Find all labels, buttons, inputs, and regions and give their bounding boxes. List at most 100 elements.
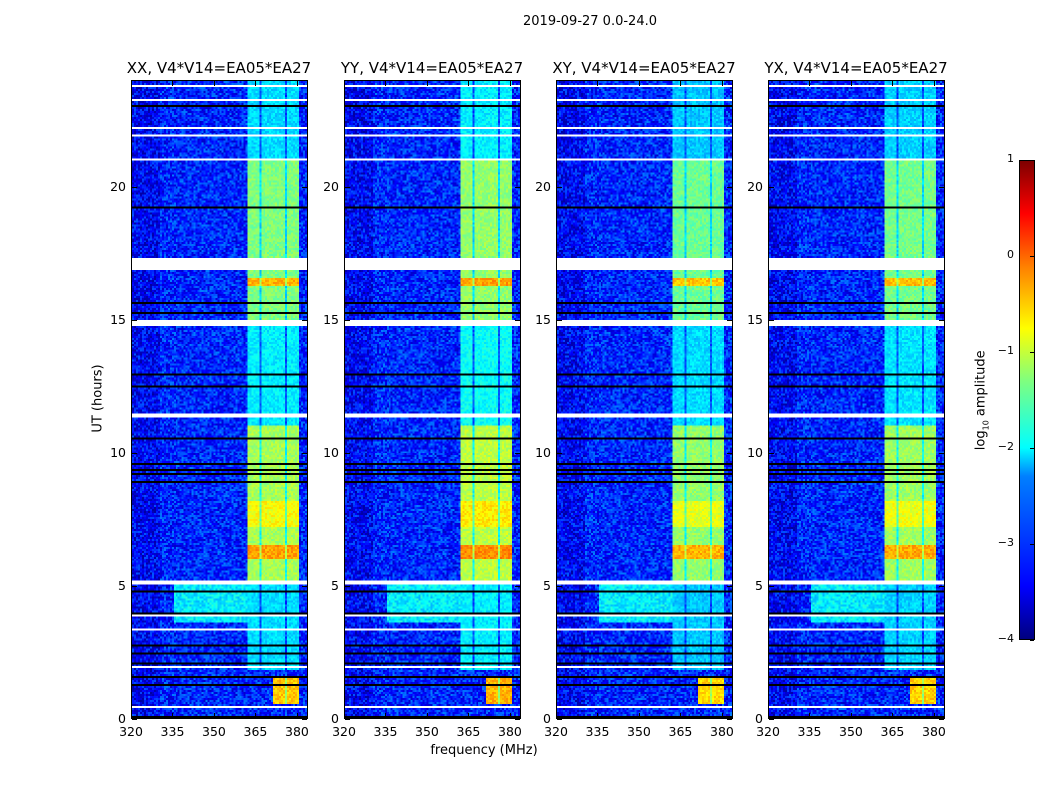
x-tick-mark: [296, 81, 298, 86]
y-tick-label: 0: [331, 711, 339, 726]
y-tick-mark: [132, 319, 137, 321]
y-tick-mark: [939, 719, 944, 720]
x-tick-mark: [892, 81, 894, 86]
x-tick-mark: [131, 713, 132, 718]
y-tick-label: 20: [110, 178, 126, 194]
colorbar-tick-label: −3: [997, 536, 1014, 549]
y-tick-mark: [132, 186, 137, 188]
y-tick-label: 10: [535, 444, 551, 460]
colorbar-tick-mark: [1030, 640, 1034, 641]
y-tick-label: 5: [331, 577, 339, 593]
panel-title: YY, V4*V14=EA05*EA27: [340, 59, 524, 77]
x-tick-mark: [509, 713, 511, 718]
y-tick-mark: [557, 452, 562, 454]
panel-title: XY, V4*V14=EA05*EA27: [552, 59, 736, 77]
y-axis-label: UT (hours): [90, 364, 106, 433]
x-tick-label: 365: [880, 724, 905, 739]
y-tick-label: 0: [755, 711, 763, 726]
y-tick-mark: [939, 452, 944, 454]
x-tick-label: 380: [710, 724, 734, 739]
x-tick-label: 350: [627, 724, 651, 739]
panel-title: YX, V4*V14=EA05*EA27: [764, 59, 948, 77]
x-tick-mark: [809, 81, 811, 86]
x-tick-mark: [468, 81, 470, 86]
colorbar-tick-label: 1: [1007, 152, 1014, 165]
heatmap-canvas: [132, 81, 307, 718]
y-tick-label: 20: [323, 178, 339, 194]
colorbar-tick-label: 0: [1007, 248, 1014, 261]
x-tick-label: 365: [668, 724, 693, 739]
x-tick-mark: [638, 713, 640, 718]
y-tick-mark: [515, 319, 520, 321]
y-tick-mark: [302, 319, 307, 321]
y-tick-mark: [727, 186, 732, 188]
y-tick-mark: [939, 585, 944, 587]
x-tick-mark: [556, 713, 557, 718]
y-tick-mark: [769, 719, 774, 720]
x-tick-label: 320: [756, 724, 780, 739]
y-tick-mark: [345, 319, 350, 321]
x-tick-mark: [768, 81, 769, 86]
y-tick-mark: [769, 585, 774, 587]
x-tick-mark: [768, 713, 769, 718]
y-tick-mark: [515, 452, 520, 454]
y-tick-mark: [345, 585, 350, 587]
y-tick-mark: [939, 186, 944, 188]
y-tick-label: 0: [118, 711, 126, 726]
heatmap-panel: [556, 80, 733, 719]
y-tick-label: 20: [747, 178, 763, 194]
y-tick-mark: [302, 186, 307, 188]
x-tick-mark: [213, 713, 215, 718]
colorbar-tick-mark: [1030, 256, 1034, 257]
y-tick-mark: [132, 585, 137, 587]
x-tick-mark: [426, 81, 428, 86]
y-tick-label: 15: [110, 311, 126, 327]
y-tick-mark: [557, 319, 562, 321]
x-tick-label: 320: [544, 724, 568, 739]
y-tick-label: 0: [543, 711, 551, 726]
y-tick-label: 10: [110, 444, 126, 460]
colorbar-tick-label: −4: [997, 632, 1014, 645]
y-tick-mark: [345, 719, 350, 720]
x-tick-label: 320: [332, 724, 356, 739]
y-tick-mark: [557, 186, 562, 188]
x-tick-mark: [809, 713, 811, 718]
x-tick-mark: [850, 81, 852, 86]
x-tick-mark: [172, 713, 174, 718]
x-tick-mark: [933, 713, 935, 718]
heatmap-canvas: [557, 81, 732, 718]
x-tick-label: 350: [202, 724, 226, 739]
y-tick-mark: [302, 719, 307, 720]
y-tick-label: 15: [535, 311, 551, 327]
x-tick-mark: [172, 81, 174, 86]
panel-title: XX, V4*V14=EA05*EA27: [126, 59, 312, 77]
heatmap-panel: [131, 80, 308, 719]
y-tick-mark: [515, 186, 520, 188]
colorbar-tick-mark: [1030, 160, 1034, 161]
x-tick-label: 350: [415, 724, 439, 739]
y-tick-label: 5: [755, 577, 763, 593]
y-tick-label: 20: [535, 178, 551, 194]
x-tick-mark: [933, 81, 935, 86]
x-tick-mark: [721, 713, 723, 718]
colorbar: [1019, 160, 1035, 640]
colorbar-tick-mark: [1030, 448, 1034, 449]
y-tick-mark: [515, 585, 520, 587]
x-tick-mark: [680, 81, 682, 86]
x-tick-label: 365: [456, 724, 481, 739]
x-tick-mark: [255, 81, 257, 86]
figure-title: 2019-09-27 0.0-24.0: [523, 14, 657, 29]
colorbar-tick-label: −2: [997, 440, 1014, 453]
x-tick-label: 335: [160, 724, 185, 739]
x-tick-mark: [213, 81, 215, 86]
x-tick-mark: [892, 713, 894, 718]
x-tick-label: 365: [243, 724, 268, 739]
y-tick-mark: [345, 186, 350, 188]
x-tick-mark: [468, 713, 470, 718]
x-tick-mark: [597, 713, 599, 718]
x-tick-mark: [296, 713, 298, 718]
y-tick-mark: [727, 585, 732, 587]
x-tick-mark: [509, 81, 511, 86]
x-tick-mark: [344, 81, 345, 86]
